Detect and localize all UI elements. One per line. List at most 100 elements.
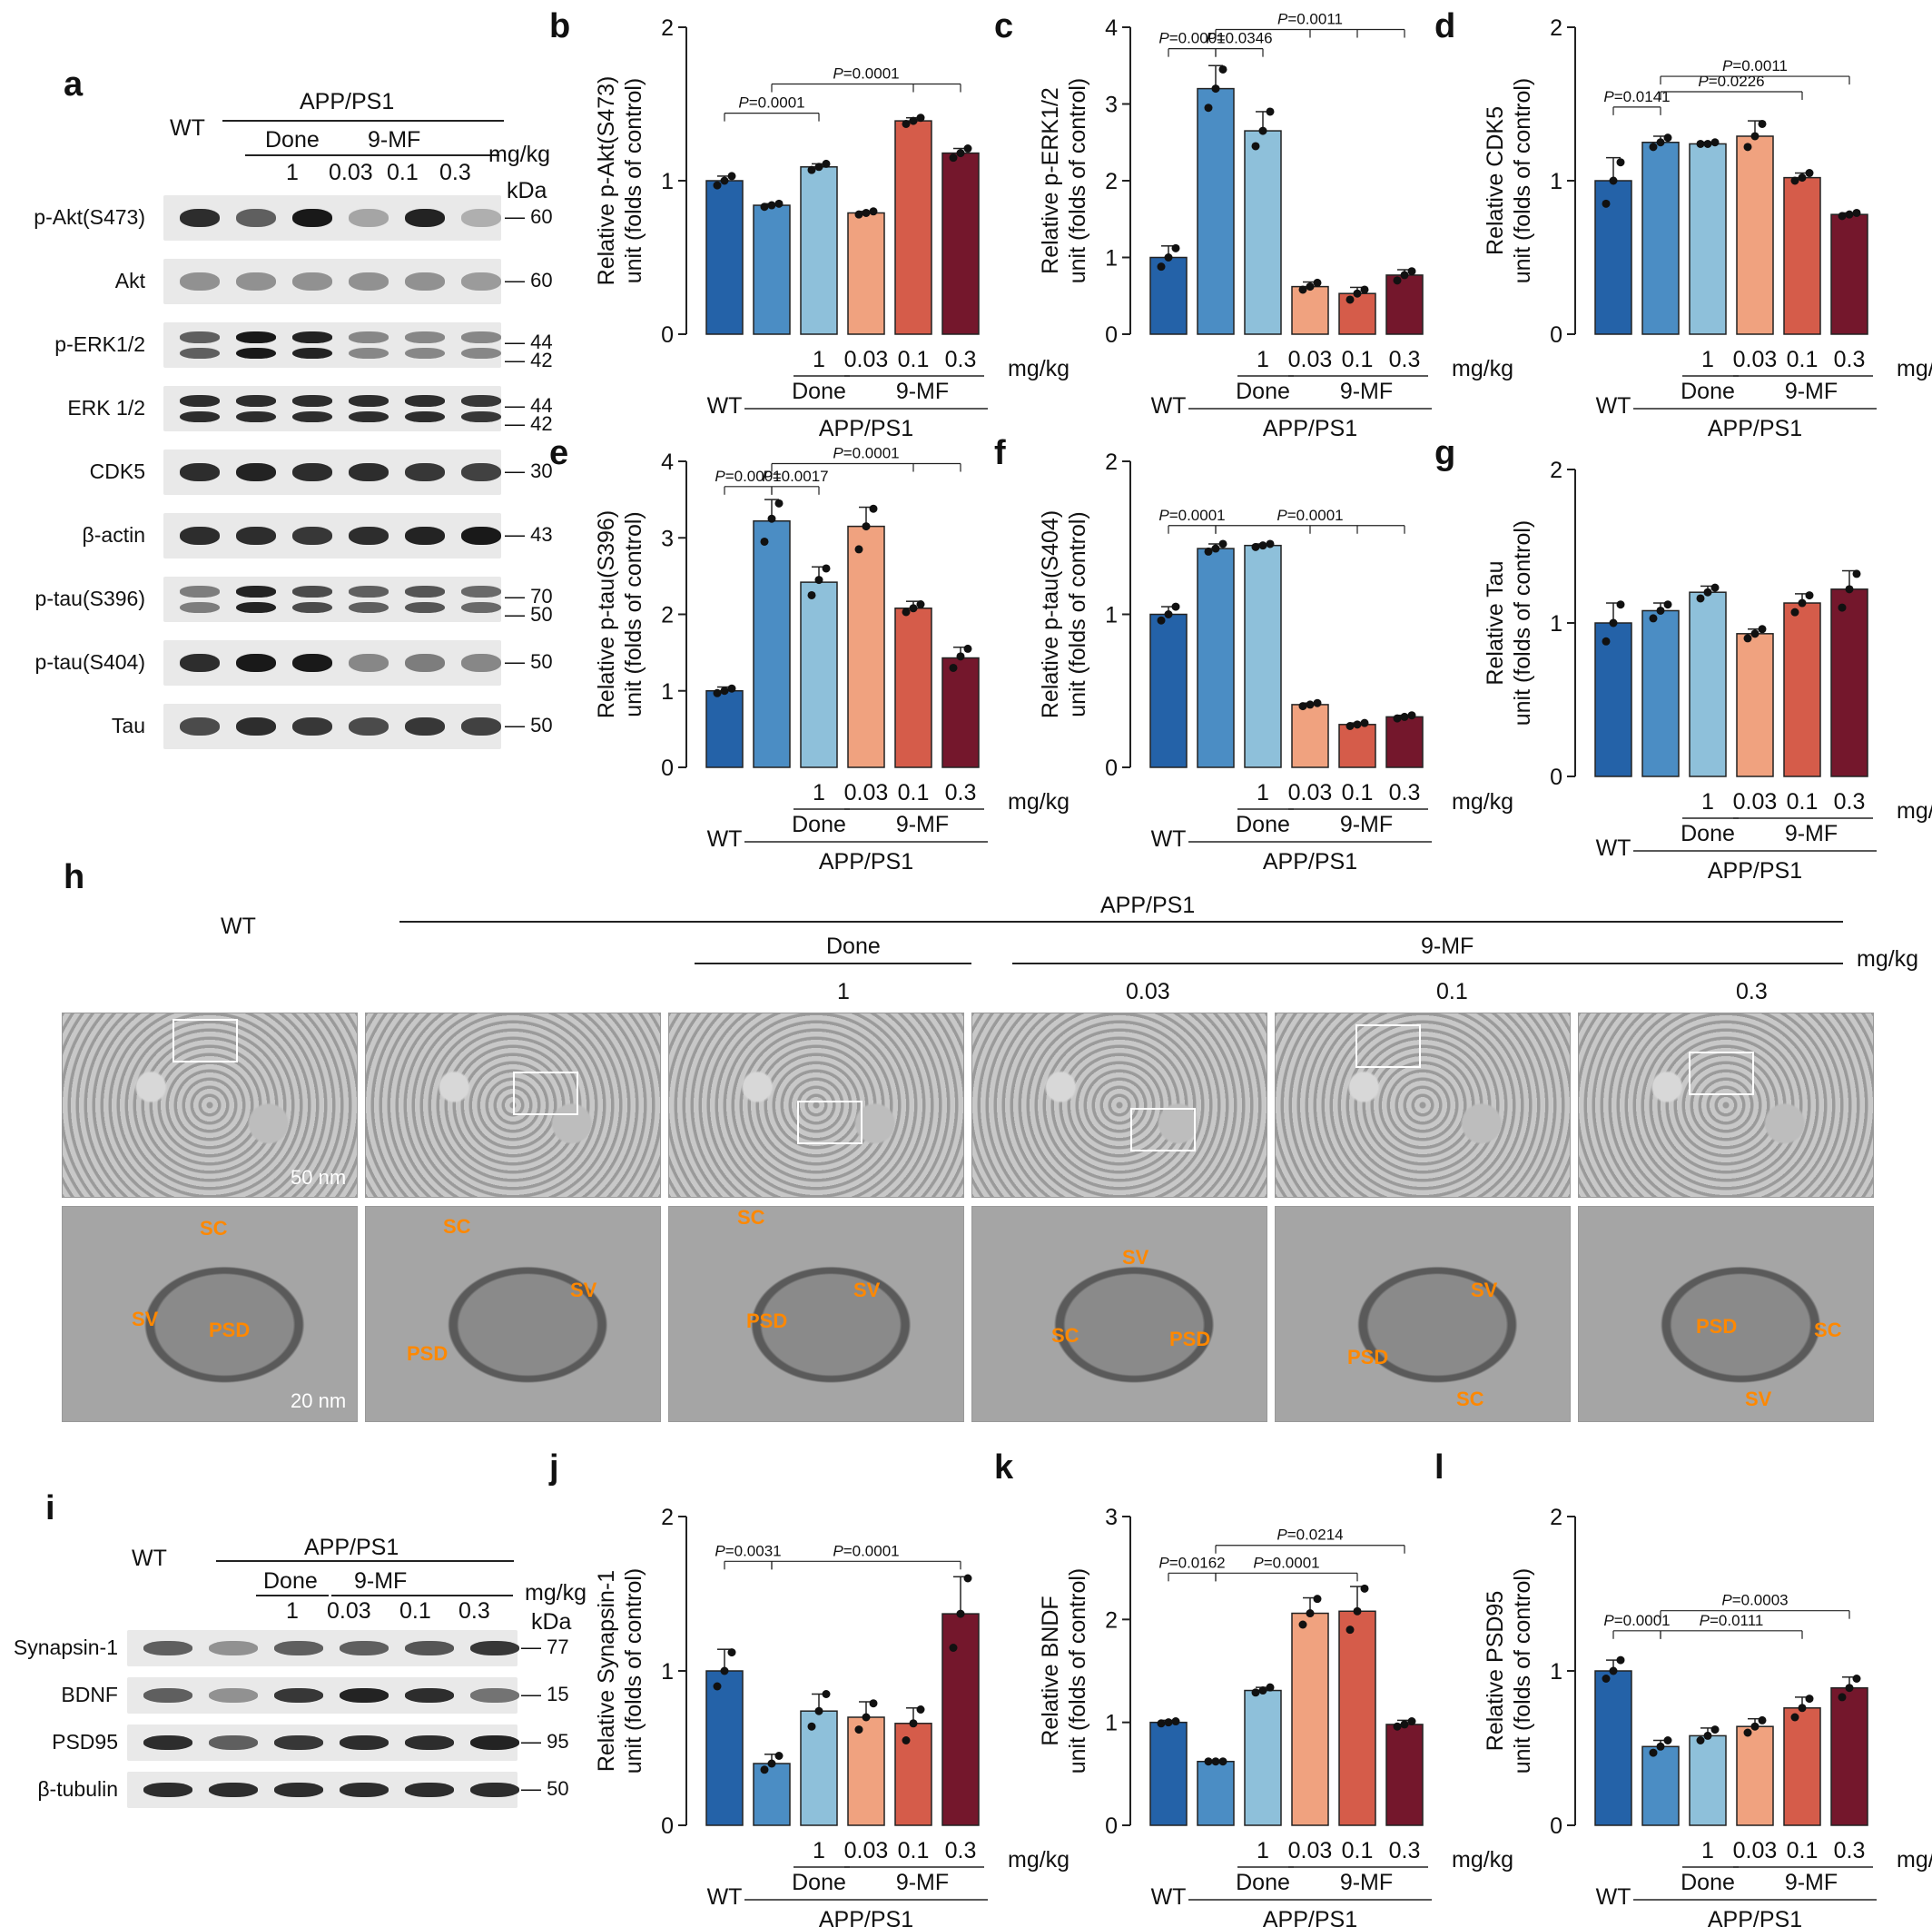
data-point (1838, 603, 1847, 612)
blot-band (349, 463, 389, 481)
p-value: =0.0162 (1169, 1554, 1226, 1571)
y-tick-label: 3 (1105, 1505, 1118, 1530)
bar (705, 180, 744, 335)
em-inset-box (1689, 1052, 1754, 1095)
p-value: =0.0011 (1732, 57, 1788, 74)
data-point (1266, 1683, 1275, 1692)
y-axis-label-line: Relative p-tau(S404) (1038, 510, 1063, 718)
blot-band (349, 395, 389, 407)
data-point (720, 176, 729, 185)
data-point (1743, 1728, 1752, 1737)
data-point (1251, 542, 1260, 551)
data-point (963, 144, 972, 153)
blot-kda-marker: — 44 (505, 331, 553, 353)
em-group-line (399, 921, 1843, 923)
blot-band (340, 1688, 389, 1703)
blot-band (292, 347, 332, 359)
p-symbol: P (762, 468, 773, 485)
em-unit: mg/kg (1857, 946, 1919, 972)
p-value-label: P=0.0001 (1603, 1612, 1670, 1629)
x-tick-label: 0.03 (844, 347, 889, 372)
bar (1197, 1760, 1235, 1826)
bar (1736, 1725, 1774, 1826)
x-unit-label: mg/kg (1008, 789, 1070, 815)
blot-kda-marker: — 42 (505, 349, 553, 371)
em-image (668, 1206, 964, 1422)
data-point (1845, 210, 1854, 219)
data-point (909, 116, 918, 125)
blot-band (405, 654, 445, 672)
data-point (949, 153, 958, 163)
panel-label-c: c (994, 7, 1014, 45)
blot-band (180, 331, 220, 343)
x-wt-label: WT (1151, 393, 1187, 419)
bar (941, 657, 980, 768)
data-point (1609, 176, 1618, 185)
x-mf-label: 9-MF (1340, 1870, 1393, 1895)
blot-band (340, 1641, 389, 1655)
bar (1641, 142, 1680, 335)
em-annotation-sv: SV (570, 1279, 597, 1301)
y-axis-label: Relative p-tau(S396)unit (folds of contr… (594, 510, 646, 718)
bar (1830, 213, 1868, 335)
data-point (1609, 1666, 1618, 1675)
data-point (1703, 139, 1712, 148)
blot-row-label: Synapsin-1 (13, 1635, 118, 1659)
data-point (1758, 1715, 1767, 1724)
data-point (1251, 142, 1260, 151)
em-image (1275, 1013, 1571, 1198)
blot-band (236, 654, 276, 672)
y-axis-label-line: unit (folds of control) (621, 78, 646, 284)
bar (1736, 633, 1774, 777)
x-done-label: Done (792, 1870, 846, 1895)
data-point (916, 114, 925, 123)
x-mf-label: 9-MF (1340, 812, 1393, 837)
data-point (1251, 1688, 1260, 1697)
p-symbol: P (1206, 30, 1217, 47)
data-point (1313, 698, 1322, 707)
blot-band (143, 1783, 192, 1797)
p-value-label: P=0.0001 (715, 468, 781, 485)
data-point (774, 199, 784, 208)
y-axis-label: Relative p-ERK1/2unit (folds of control) (1038, 78, 1090, 284)
bar (800, 166, 838, 335)
x-wt-label: WT (707, 393, 743, 419)
x-tick-label: 0.3 (1834, 789, 1866, 815)
data-point (1360, 285, 1369, 294)
p-value: =0.0001 (1287, 507, 1344, 524)
y-tick-label: 2 (1105, 1607, 1118, 1633)
p-value: =0.0001 (1169, 507, 1226, 524)
blot-strip (163, 450, 501, 495)
x-mf-label: 9-MF (1785, 379, 1838, 404)
data-point (909, 1719, 918, 1728)
x-mf-label: 9-MF (1785, 821, 1838, 846)
blot-i-group-line (216, 1560, 514, 1562)
data-point (1703, 588, 1712, 597)
blot-band (292, 717, 332, 736)
data-point (1400, 712, 1409, 721)
data-point (869, 207, 878, 216)
y-axis-label: Relative p-tau(S404)unit (folds of contr… (1038, 510, 1090, 718)
y-tick-label: 2 (1105, 169, 1118, 194)
data-point (1743, 143, 1752, 152)
bar (1197, 548, 1235, 768)
data-point (963, 1574, 972, 1583)
blot-band (405, 527, 445, 545)
data-point (1696, 139, 1705, 148)
blot-band (349, 654, 389, 672)
p-value-label: P=0.0001 (833, 445, 899, 462)
em-image (1578, 1013, 1874, 1198)
data-point (1750, 1722, 1760, 1731)
blot-band (236, 601, 276, 613)
x-tick-label: 0.1 (1342, 1838, 1374, 1863)
p-symbol: P (833, 65, 843, 83)
data-point (1616, 158, 1625, 167)
p-symbol: P (1276, 1527, 1287, 1544)
data-point (1306, 700, 1315, 709)
data-point (760, 537, 769, 546)
panel-label-i: i (45, 1489, 55, 1527)
y-tick-label: 3 (661, 526, 674, 551)
data-point (774, 499, 784, 508)
blot-band (292, 654, 332, 672)
bar (941, 1613, 980, 1826)
